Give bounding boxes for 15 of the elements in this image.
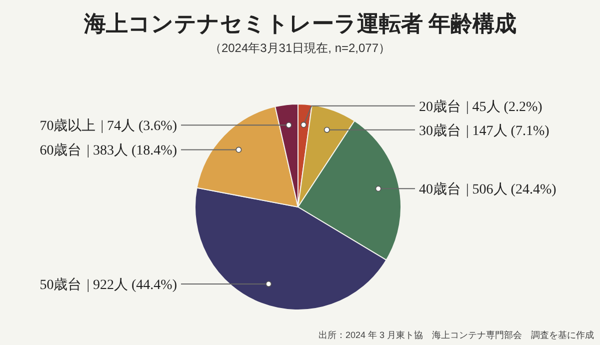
slice-label: 20歳台 bbox=[419, 98, 461, 115]
slice-label: 70歳以上 bbox=[40, 118, 96, 134]
slice-label: 50歳台 bbox=[40, 276, 82, 293]
slice-label: 40歳台 bbox=[419, 182, 461, 198]
slice-label: 60歳台 bbox=[40, 142, 82, 159]
chart-title: 海上コンテナセミトレーラ運転者 年齢構成 bbox=[82, 11, 516, 36]
data-label: | 922人 (44.4%) bbox=[86, 276, 178, 293]
data-label: | 506人 (24.4%) bbox=[466, 182, 557, 198]
data-label: | 74人 (3.6%) bbox=[100, 118, 178, 134]
slice-label: 30歳台 bbox=[419, 122, 461, 139]
data-label: | 383人 (18.4%) bbox=[86, 142, 178, 159]
data-label: | 45人 (2.2%) bbox=[466, 98, 543, 115]
chart-subtitle: （2024年3月31日現在, n=2,077） bbox=[209, 41, 391, 55]
text: 出所：2024 年 3 月東ト協 海上コンテナ専門部会 調査を基に作成 bbox=[318, 330, 594, 340]
data-label: | 147人 (7.1%) bbox=[466, 122, 550, 139]
